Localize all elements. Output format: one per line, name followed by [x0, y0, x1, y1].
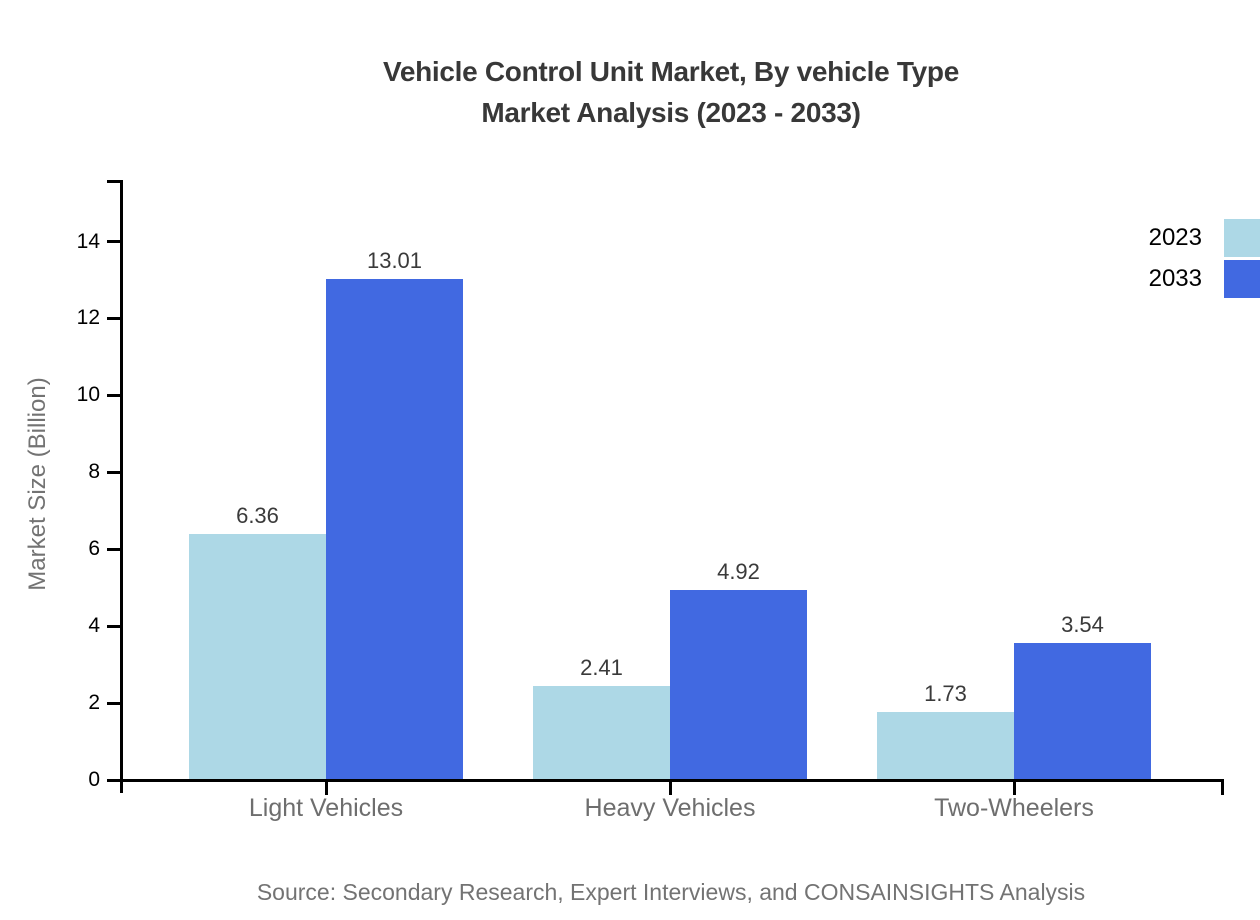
- y-tick: [107, 393, 120, 397]
- y-tick: [107, 547, 120, 551]
- bar-value-label: 2.41: [580, 655, 623, 680]
- y-tick-label: 6: [88, 537, 100, 561]
- y-tick-label: 4: [88, 614, 100, 638]
- y-axis-label: Market Size (Billion): [24, 377, 51, 591]
- bar-2033-heavy-vehicles: [670, 590, 807, 779]
- chart-title-line-2: Market Analysis (2023 - 2033): [481, 97, 861, 128]
- bar-2023-light-vehicles: [189, 534, 326, 779]
- y-axis-top-cap: [107, 180, 123, 183]
- legend-label-2033: 2033: [1148, 265, 1202, 292]
- y-tick-label: 2: [88, 691, 100, 715]
- y-tick: [107, 240, 120, 244]
- bar-value-label: 1.73: [924, 681, 967, 706]
- x-tick: [668, 782, 672, 795]
- category-label: Light Vehicles: [248, 794, 404, 822]
- bar-value-label: 13.01: [366, 248, 423, 273]
- x-axis-line: [120, 779, 1224, 782]
- y-tick-label: 10: [76, 383, 100, 407]
- y-tick-label: 14: [76, 229, 100, 253]
- plot-area: 0 2 4 6 8 10 12 14 Light Vehicles Heavy Vehicles T…: [77, 180, 1224, 822]
- x-tick: [324, 782, 328, 795]
- category-label: Two-Wheelers: [934, 794, 1094, 822]
- y-tick-label: 0: [88, 768, 100, 791]
- chart-title-line-1: Vehicle Control Unit Market, By vehicle …: [382, 56, 959, 87]
- y-tick: [107, 778, 120, 782]
- x-tick: [1012, 782, 1016, 795]
- legend-swatch-2023: [1224, 219, 1260, 257]
- source-note: Source: Secondary Research, Expert Inter…: [256, 879, 1086, 905]
- y-tick: [107, 470, 120, 474]
- chart-title: Vehicle Control Unit Market, By vehicle …: [82, 51, 1260, 133]
- y-tick: [107, 316, 120, 320]
- y-tick: [107, 624, 120, 628]
- y-tick-label: 8: [88, 460, 100, 484]
- category-label: Heavy Vehicles: [584, 794, 756, 822]
- bar-2023-heavy-vehicles: [533, 686, 670, 779]
- bar-value-label: 6.36: [236, 503, 279, 528]
- y-axis-line: [120, 180, 123, 793]
- legend-label-2023: 2023: [1148, 224, 1202, 251]
- y-tick: [107, 701, 120, 705]
- legend-swatch-2033: [1224, 260, 1260, 298]
- bar-2033-two-wheelers: [1014, 643, 1151, 779]
- bar-2023-two-wheelers: [877, 712, 1014, 779]
- x-axis-right-cap: [1221, 779, 1224, 795]
- y-tick-label: 12: [76, 306, 100, 330]
- bar-2033-light-vehicles: [326, 279, 463, 779]
- bar-value-label: 4.92: [717, 559, 760, 584]
- bar-value-label: 3.54: [1061, 612, 1104, 637]
